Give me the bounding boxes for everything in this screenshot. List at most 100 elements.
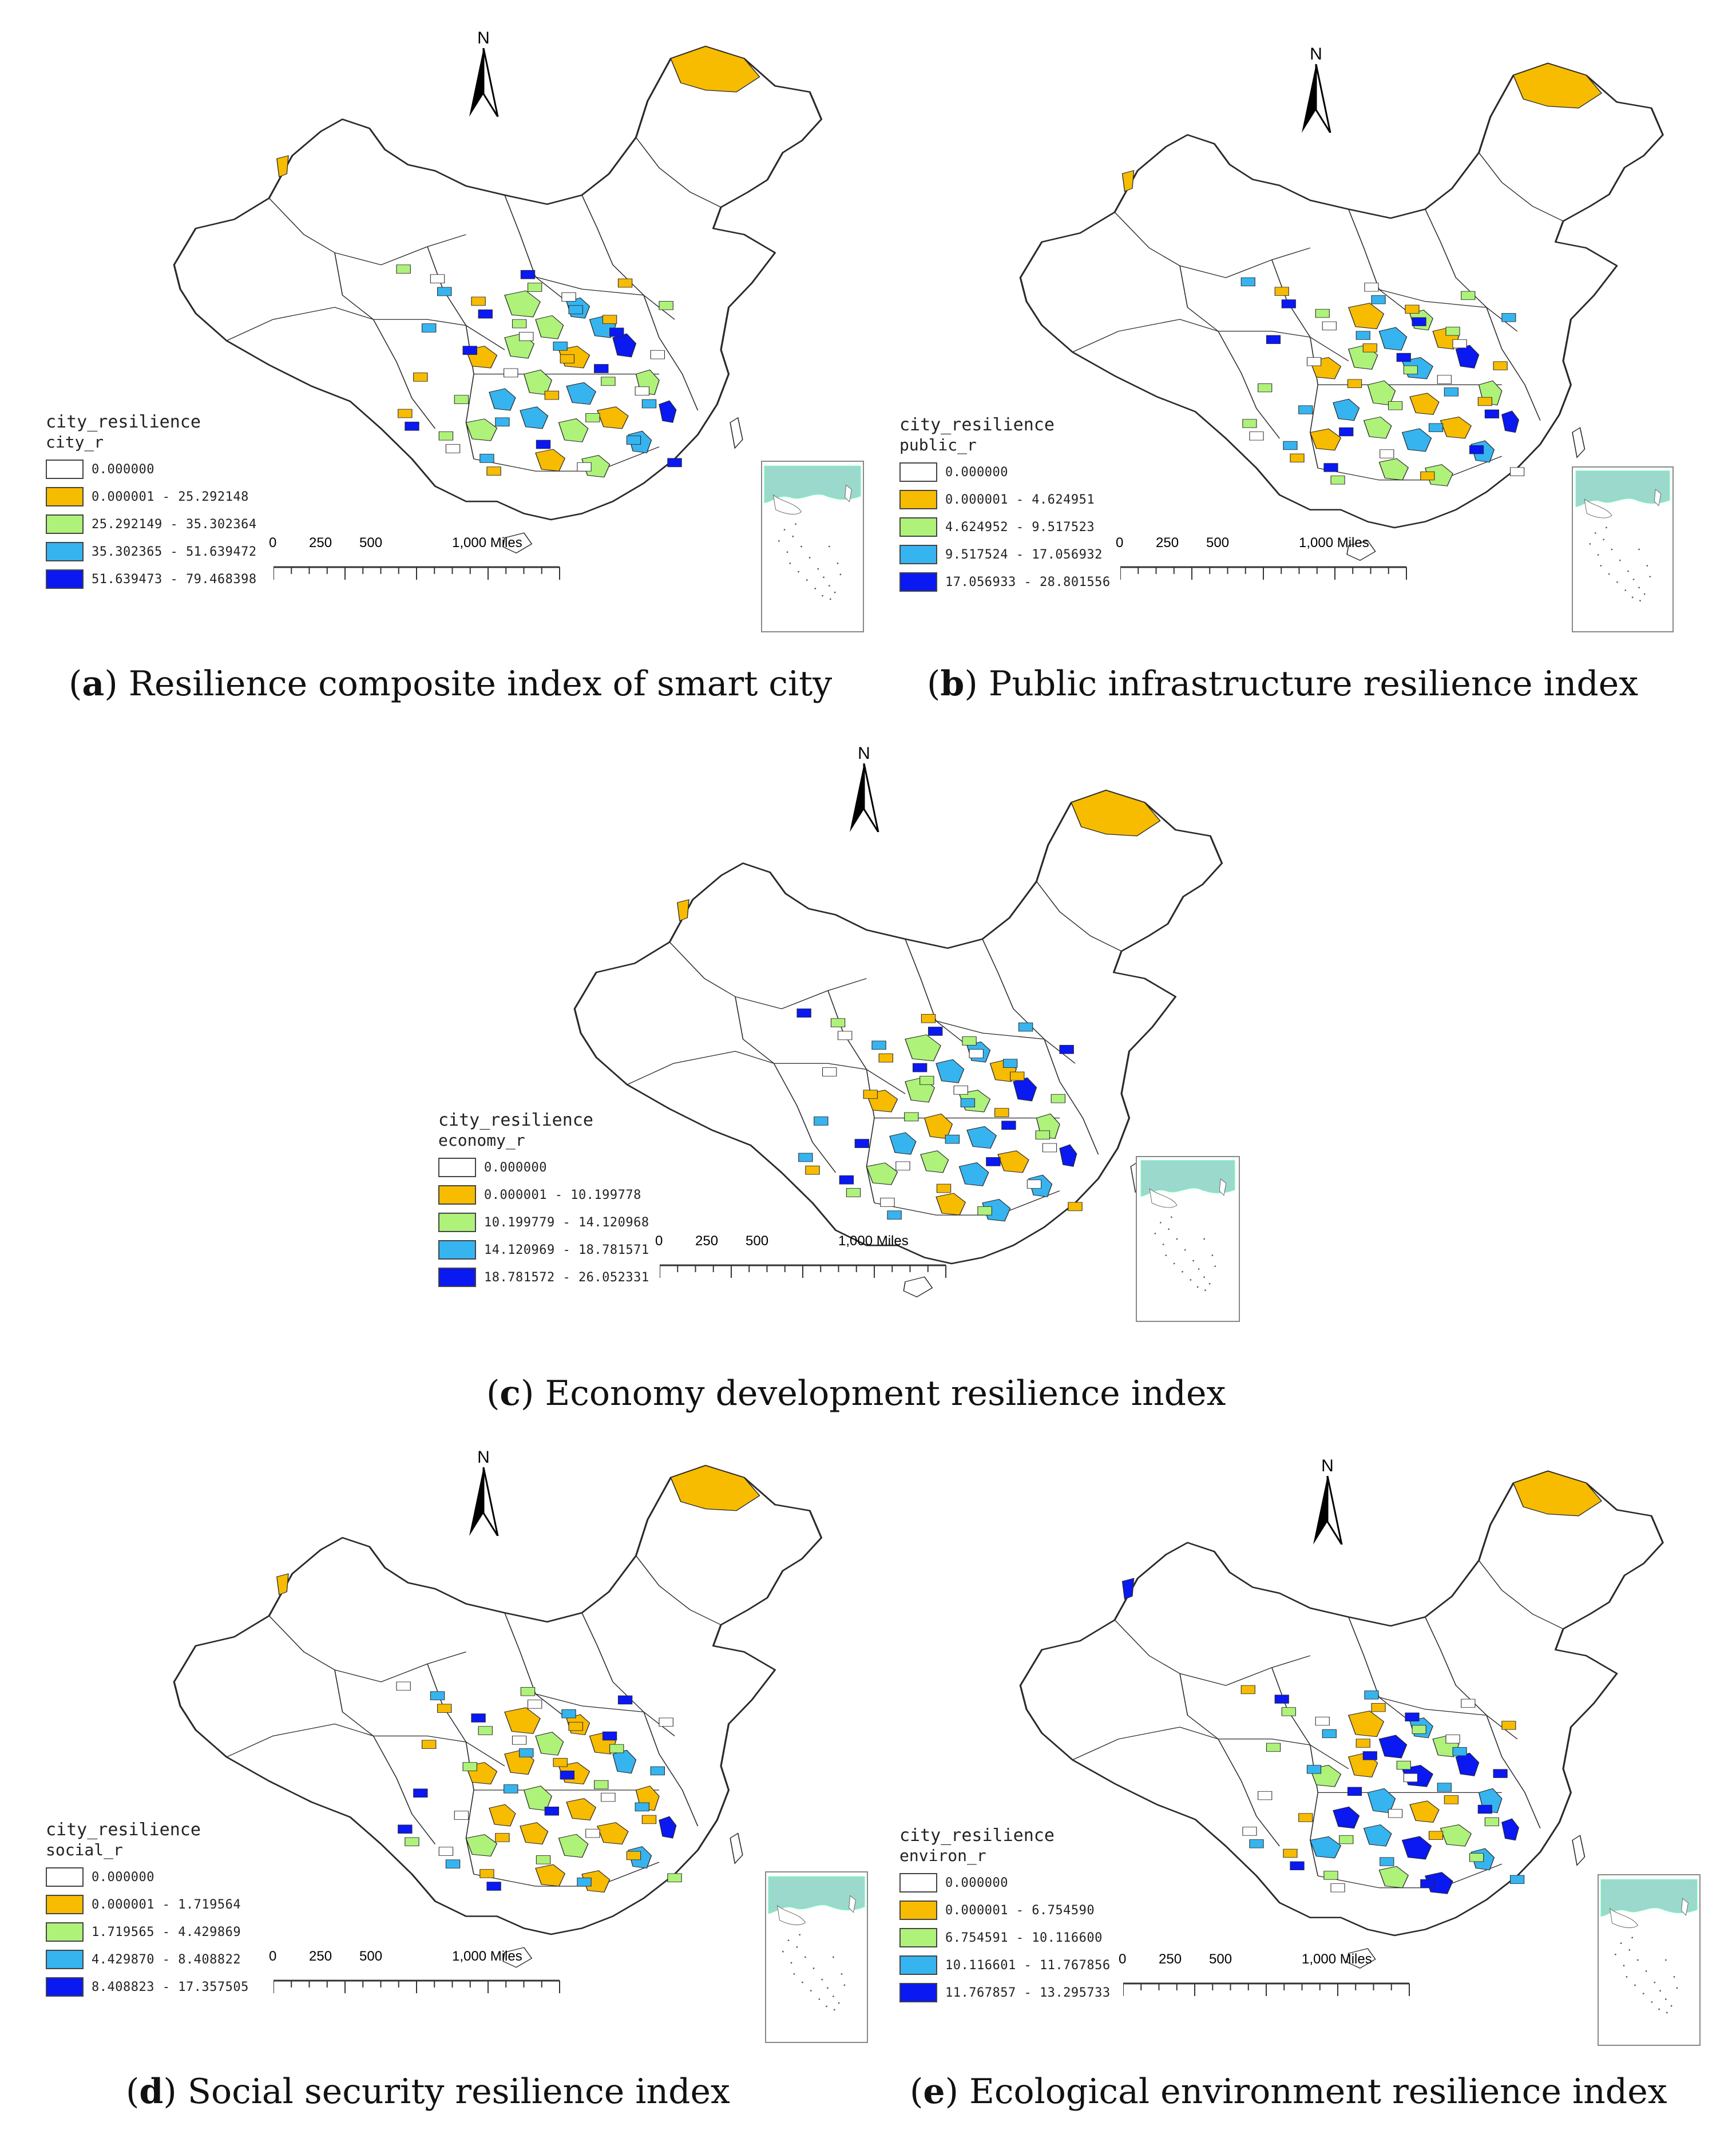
legend-label: 4.624952 - 9.517523 bbox=[945, 520, 1095, 535]
panel-b: N city_resilience public_r 0.000000 0.00000… bbox=[875, 0, 1736, 704]
caption-text: Social security resilience index bbox=[187, 2072, 730, 2112]
scale-tick-label: 0 bbox=[269, 535, 277, 551]
legend-row: 35.302365 - 51.639472 bbox=[46, 538, 257, 565]
legend-label: 0.000000 bbox=[92, 1870, 154, 1884]
legend-row: 17.056933 - 28.801556 bbox=[899, 568, 1111, 596]
legend-label: 51.639473 - 79.468398 bbox=[92, 572, 257, 587]
legend-label: 10.199779 - 14.120968 bbox=[484, 1215, 649, 1230]
legend-swatch bbox=[899, 1901, 937, 1920]
legend-label: 0.000001 - 10.199778 bbox=[484, 1187, 641, 1202]
north-label: N bbox=[1321, 1456, 1334, 1475]
legend-row: 14.120969 - 18.781571 bbox=[438, 1236, 649, 1264]
legend-label: 0.000001 - 6.754590 bbox=[945, 1903, 1095, 1918]
legend-swatch bbox=[899, 462, 937, 482]
china-map-b bbox=[1019, 62, 1664, 561]
legend-swatch bbox=[899, 490, 937, 509]
legend-b: city_resilience public_r 0.000000 0.000001 … bbox=[899, 415, 1111, 596]
legend-d: city_resilience social_r 0.000000 0.000001 … bbox=[46, 1820, 249, 2001]
scale-bar-b: 0 250 500 1,000 Miles bbox=[1116, 535, 1425, 587]
scale-tick-label: 500 bbox=[746, 1233, 769, 1249]
legend-row: 51.639473 - 79.468398 bbox=[46, 565, 257, 593]
legend-row: 10.199779 - 14.120968 bbox=[438, 1209, 649, 1236]
china-map-c bbox=[573, 789, 1223, 1298]
legend-swatch bbox=[899, 517, 937, 537]
caption-letter: c bbox=[500, 1373, 521, 1414]
legend-field: social_r bbox=[46, 1840, 123, 1859]
scale-bar-a: 0 250 500 1,000 Miles bbox=[269, 535, 578, 587]
north-arrow-icon bbox=[850, 763, 879, 833]
legend-row: 0.000001 - 25.292148 bbox=[46, 483, 257, 510]
inset-map-a bbox=[761, 461, 864, 632]
legend-row: 6.754591 - 10.116600 bbox=[899, 1924, 1111, 1951]
legend-label: 11.767857 - 13.295733 bbox=[945, 1985, 1111, 2000]
north-label: N bbox=[477, 1448, 490, 1467]
caption-a: (a) Resilience composite index of smart … bbox=[69, 664, 833, 704]
caption-d: (d) Social security resilience index bbox=[126, 2072, 730, 2112]
scale-tick-label: 250 bbox=[1156, 535, 1179, 551]
legend-label: 1.719565 - 4.429869 bbox=[92, 1925, 241, 1939]
legend-swatch bbox=[899, 1873, 937, 1893]
scale-tick-label: 1,000 Miles bbox=[1302, 1951, 1372, 1967]
legend-label: 17.056933 - 28.801556 bbox=[945, 575, 1111, 589]
north-label: N bbox=[477, 29, 490, 47]
legend-a: city_resilience city_r 0.000000 0.000001 - … bbox=[46, 412, 257, 593]
legend-swatch bbox=[46, 1867, 84, 1887]
legend-field: public_r bbox=[899, 435, 977, 454]
legend-c: city_resilience economy_r 0.000000 0.000001… bbox=[438, 1110, 649, 1291]
caption-letter: a bbox=[82, 664, 105, 704]
legend-row: 0.000000 bbox=[46, 456, 257, 483]
north-arrow-a: N bbox=[466, 29, 501, 119]
south-china-sea-inset bbox=[1600, 1879, 1698, 2014]
caption-letter: e bbox=[923, 2072, 945, 2112]
legend-row: 1.719565 - 4.429869 bbox=[46, 1918, 249, 1946]
legend-row: 0.000000 bbox=[899, 1869, 1111, 1897]
legend-swatch bbox=[46, 1977, 84, 1997]
legend-swatch bbox=[899, 572, 937, 592]
south-china-sea-inset bbox=[1575, 470, 1670, 601]
north-arrow-d: N bbox=[466, 1448, 501, 1538]
panel-e: N city_resilience environ_r 0.000000 0.0000… bbox=[875, 1431, 1736, 2134]
legend-row: 0.000001 - 10.199778 bbox=[438, 1181, 649, 1209]
legend-label: 10.116601 - 11.767856 bbox=[945, 1958, 1111, 1973]
scale-tick-label: 0 bbox=[1119, 1951, 1127, 1967]
legend-title: city_resilience bbox=[438, 1110, 593, 1130]
legend-label: 6.754591 - 10.116600 bbox=[945, 1930, 1103, 1945]
legend-row: 0.000000 bbox=[438, 1154, 649, 1181]
china-map-e bbox=[1019, 1470, 1664, 1969]
legend-label: 25.292149 - 35.302364 bbox=[92, 517, 257, 532]
legend-swatch bbox=[46, 542, 84, 561]
caption-letter: d bbox=[139, 2072, 164, 2112]
legend-row: 0.000000 bbox=[46, 1863, 249, 1891]
scale-tick-label: 1,000 Miles bbox=[838, 1233, 909, 1249]
legend-title: city_resilience bbox=[46, 1820, 201, 1840]
legend-swatch bbox=[46, 1895, 84, 1914]
legend-label: 8.408823 - 17.357505 bbox=[92, 1979, 249, 1994]
scale-tick-label: 0 bbox=[655, 1233, 663, 1249]
scale-bar-c: 0 250 500 1,000 Miles bbox=[655, 1233, 964, 1285]
caption-letter: b bbox=[940, 664, 965, 704]
scale-bar-graphic bbox=[274, 566, 560, 580]
legend-row: 0.000001 - 1.719564 bbox=[46, 1891, 249, 1918]
legend-label: 14.120969 - 18.781571 bbox=[484, 1242, 649, 1257]
caption-text: Economy development resilience index bbox=[545, 1373, 1226, 1414]
legend-swatch bbox=[46, 569, 84, 589]
legend-label: 0.000000 bbox=[945, 1875, 1008, 1890]
legend-field: city_r bbox=[46, 433, 104, 452]
china-map-d bbox=[173, 1464, 823, 1968]
south-china-sea-inset bbox=[764, 465, 861, 600]
scale-bar-d: 0 250 500 1,000 Miles bbox=[269, 1949, 578, 2000]
scale-bar-e: 0 250 500 1,000 Miles bbox=[1119, 1951, 1428, 2003]
legend-label: 9.517524 - 17.056932 bbox=[945, 547, 1103, 562]
legend-label: 18.781572 - 26.052331 bbox=[484, 1270, 649, 1285]
scale-bar-graphic bbox=[1120, 566, 1407, 580]
north-arrow-c: N bbox=[847, 744, 881, 834]
panel-a: N city_resilience city_r 0.000000 0.000001 … bbox=[0, 0, 875, 704]
scale-bar-graphic bbox=[1123, 1982, 1410, 1996]
scale-tick-label: 500 bbox=[1206, 535, 1230, 551]
legend-label: 0.000000 bbox=[945, 465, 1008, 480]
legend-row: 4.429870 - 8.408822 bbox=[46, 1946, 249, 1973]
caption-text: Ecological environment resilience index bbox=[969, 2072, 1667, 2112]
legend-row: 25.292149 - 35.302364 bbox=[46, 510, 257, 538]
north-arrow-icon bbox=[469, 47, 499, 117]
legend-row: 0.000001 - 4.624951 bbox=[899, 486, 1111, 513]
